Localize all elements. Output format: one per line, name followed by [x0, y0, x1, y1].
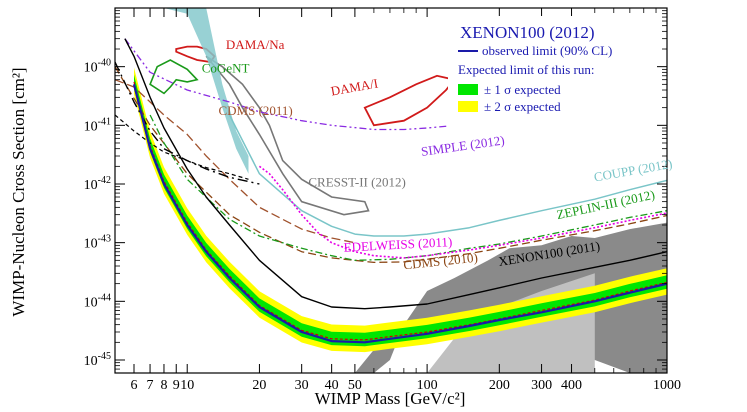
y-tick-label: 10-42 — [84, 175, 111, 193]
edelweiss-2011-line — [258, 165, 667, 259]
y-tick-exponent: -40 — [98, 58, 111, 69]
x-tick-label: 10 — [180, 378, 194, 393]
x-tick-label: 100 — [417, 378, 438, 393]
y-tick-base: 10 — [84, 295, 98, 310]
legend-observed-label: observed limit (90% CL) — [482, 43, 612, 58]
cdms-2011-label: CDMS (2011) — [218, 103, 292, 118]
xenon100-2011-line — [124, 38, 667, 310]
y-tick-exponent: -45 — [98, 351, 111, 362]
x-tick-label: 300 — [531, 378, 552, 393]
plot-frame — [114, 7, 668, 374]
cdms-2010-label: CDMS (2010) — [403, 250, 479, 273]
coupp-2012-line — [228, 114, 667, 237]
cogent-band-region — [164, 8, 249, 174]
cogent-label: CoGeNT — [202, 60, 250, 75]
cresst-ii-2012-region — [205, 55, 370, 216]
x-tick-label: 40 — [325, 378, 339, 393]
y-tick-base: 10 — [84, 237, 98, 252]
dama-na-label: DAMA/Na — [226, 37, 285, 52]
y-tick-label: 10-41 — [84, 116, 111, 134]
y-tick-exponent: -44 — [98, 292, 111, 303]
simple-2012-line — [124, 38, 500, 131]
x-tick-label: 6 — [130, 378, 137, 393]
cdms-2011-low-threshold-line — [115, 79, 356, 244]
cogent-region — [149, 59, 199, 95]
ticks-layer: 6 7 8 9 10 20 30 40 50 100 200 300 400 100010-4510-44… — [84, 7, 681, 393]
x-tick-label: 50 — [348, 378, 362, 393]
legend: XENON100 (2012) observed limit (90% CL) … — [448, 16, 656, 128]
x-tick-label: 20 — [252, 378, 266, 393]
legend-two-sigma-swatch — [458, 101, 478, 112]
y-tick-label: 10-45 — [84, 351, 111, 369]
zeplin-iii-2012-label: ZEPLIN-III (2012) — [555, 187, 656, 222]
lines-layer — [115, 38, 667, 344]
x-tick-label: 1000 — [653, 378, 681, 393]
xenon100-2012-observed-line — [132, 84, 667, 344]
dama-i-label: DAMA/I — [330, 76, 380, 99]
coupp-2012-label: COUPP (2012) — [593, 156, 674, 185]
zeplin-iii-2012-line — [149, 114, 667, 261]
legend-expected-header: Expected limit of this run: — [458, 62, 594, 77]
y-tick-base: 10 — [84, 119, 98, 134]
y-tick-label: 10-43 — [84, 234, 111, 252]
x-tick-label: 8 — [160, 378, 167, 393]
simple-2012-label: SIMPLE (2012) — [420, 132, 505, 159]
black-dash-dot-line — [115, 61, 260, 185]
cresst-ii-2012-label: CRESST-II (2012) — [308, 175, 405, 190]
x-tick-label: 9 — [173, 378, 180, 393]
x-axis-title: WIMP Mass [GeV/c²] — [315, 389, 466, 408]
edelweiss-2011-label: EDELWEISS (2011) — [343, 234, 452, 255]
black-dashed-line — [115, 114, 249, 180]
legend-one-sigma-swatch — [458, 84, 478, 95]
y-tick-label: 10-40 — [84, 58, 111, 76]
y-tick-base: 10 — [84, 354, 98, 369]
legend-title: XENON100 (2012) — [460, 23, 595, 42]
y-tick-label: 10-44 — [84, 292, 111, 310]
legend-one-sigma-label: ± 1 σ expected — [484, 82, 561, 97]
y-tick-exponent: -42 — [98, 175, 111, 186]
x-tick-label: 7 — [147, 378, 154, 393]
y-tick-exponent: -41 — [98, 116, 111, 127]
y-tick-exponent: -43 — [98, 234, 111, 245]
legend-two-sigma-label: ± 2 σ expected — [484, 99, 561, 114]
x-tick-label: 200 — [489, 378, 510, 393]
y-axis-title: WIMP-Nucleon Cross Section [cm²] — [9, 67, 28, 316]
y-tick-base: 10 — [84, 61, 98, 76]
x-tick-label: 30 — [295, 378, 309, 393]
x-tick-label: 400 — [561, 378, 582, 393]
cdms-2010-line — [115, 66, 667, 264]
legend-background — [448, 16, 656, 128]
dama-i-region — [363, 74, 457, 127]
y-tick-base: 10 — [84, 178, 98, 193]
